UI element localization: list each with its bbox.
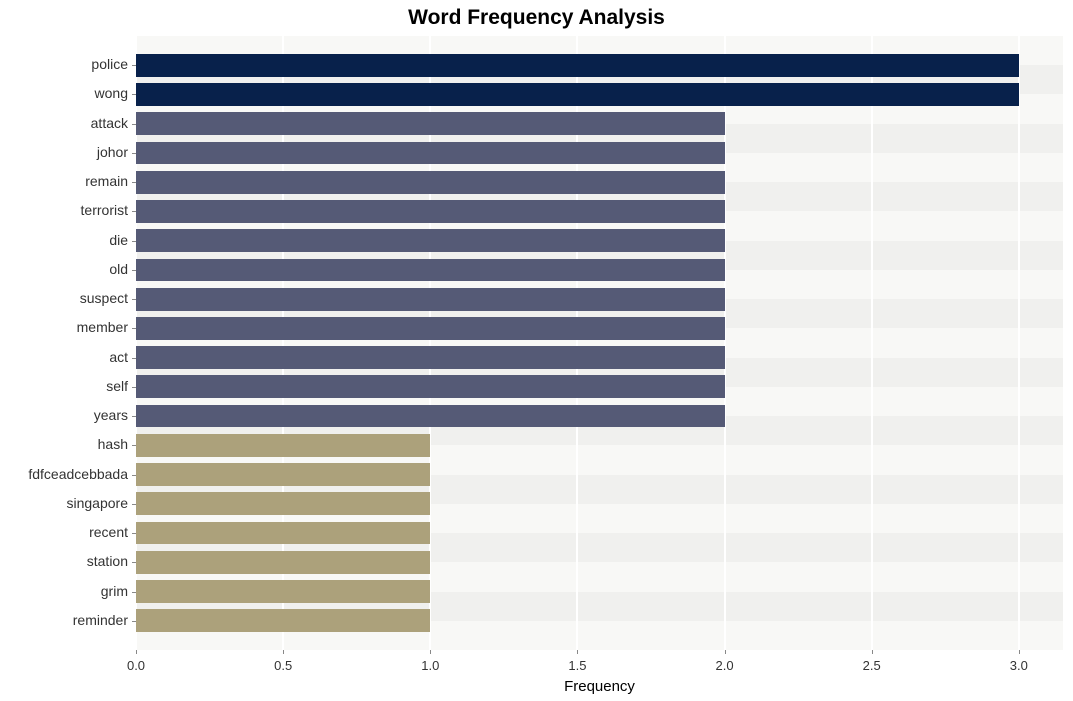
- bar: [136, 229, 725, 252]
- x-tick-label: 0.0: [127, 658, 145, 673]
- y-tick-label: johor: [2, 144, 128, 160]
- y-tick-mark: [132, 562, 136, 563]
- y-tick-mark: [132, 182, 136, 183]
- y-tick-mark: [132, 328, 136, 329]
- y-tick-mark: [132, 416, 136, 417]
- y-tick-mark: [132, 592, 136, 593]
- y-tick-label: fdfceadcebbada: [2, 466, 128, 482]
- y-tick-label: old: [2, 261, 128, 277]
- x-tick-label: 0.5: [274, 658, 292, 673]
- y-tick-mark: [132, 211, 136, 212]
- y-tick-mark: [132, 533, 136, 534]
- y-tick-mark: [132, 124, 136, 125]
- y-tick-mark: [132, 270, 136, 271]
- x-tick-label: 2.0: [716, 658, 734, 673]
- y-tick-label: die: [2, 232, 128, 248]
- y-tick-label: singapore: [2, 495, 128, 511]
- y-tick-mark: [132, 241, 136, 242]
- gridline: [1018, 36, 1020, 650]
- y-tick-label: self: [2, 378, 128, 394]
- bar: [136, 609, 430, 632]
- x-tick-mark: [1019, 650, 1020, 654]
- bar: [136, 142, 725, 165]
- y-tick-label: recent: [2, 524, 128, 540]
- y-tick-mark: [132, 621, 136, 622]
- x-tick-mark: [430, 650, 431, 654]
- x-tick-mark: [577, 650, 578, 654]
- bar: [136, 463, 430, 486]
- chart-container: Word Frequency Analysis Frequency police…: [0, 0, 1073, 701]
- y-tick-mark: [132, 445, 136, 446]
- chart-title: Word Frequency Analysis: [0, 6, 1073, 30]
- bar: [136, 112, 725, 135]
- bar: [136, 259, 725, 282]
- y-tick-label: reminder: [2, 612, 128, 628]
- bar: [136, 200, 725, 223]
- y-tick-label: years: [2, 407, 128, 423]
- bar: [136, 317, 725, 340]
- y-tick-mark: [132, 153, 136, 154]
- bar: [136, 375, 725, 398]
- x-tick-mark: [283, 650, 284, 654]
- y-tick-label: remain: [2, 173, 128, 189]
- y-tick-label: hash: [2, 436, 128, 452]
- bar: [136, 434, 430, 457]
- y-tick-mark: [132, 94, 136, 95]
- bar: [136, 551, 430, 574]
- gridline: [871, 36, 873, 650]
- x-tick-mark: [872, 650, 873, 654]
- bar: [136, 580, 430, 603]
- y-tick-mark: [132, 358, 136, 359]
- y-tick-label: station: [2, 553, 128, 569]
- x-tick-mark: [136, 650, 137, 654]
- x-tick-label: 2.5: [863, 658, 881, 673]
- y-tick-mark: [132, 504, 136, 505]
- x-tick-mark: [725, 650, 726, 654]
- y-tick-label: suspect: [2, 290, 128, 306]
- x-tick-label: 1.5: [568, 658, 586, 673]
- x-axis-title: Frequency: [136, 678, 1063, 695]
- y-tick-mark: [132, 387, 136, 388]
- bar: [136, 346, 725, 369]
- bar: [136, 522, 430, 545]
- y-tick-label: terrorist: [2, 202, 128, 218]
- y-tick-label: act: [2, 349, 128, 365]
- plot-area: [136, 36, 1063, 650]
- bar: [136, 492, 430, 515]
- bar: [136, 405, 725, 428]
- y-tick-mark: [132, 299, 136, 300]
- y-tick-label: grim: [2, 583, 128, 599]
- y-tick-label: police: [2, 56, 128, 72]
- bar: [136, 83, 1019, 106]
- bar: [136, 54, 1019, 77]
- x-tick-label: 3.0: [1010, 658, 1028, 673]
- y-tick-label: wong: [2, 85, 128, 101]
- y-tick-mark: [132, 65, 136, 66]
- y-tick-label: attack: [2, 115, 128, 131]
- x-tick-label: 1.0: [421, 658, 439, 673]
- y-tick-mark: [132, 475, 136, 476]
- bar: [136, 288, 725, 311]
- bar: [136, 171, 725, 194]
- y-tick-label: member: [2, 319, 128, 335]
